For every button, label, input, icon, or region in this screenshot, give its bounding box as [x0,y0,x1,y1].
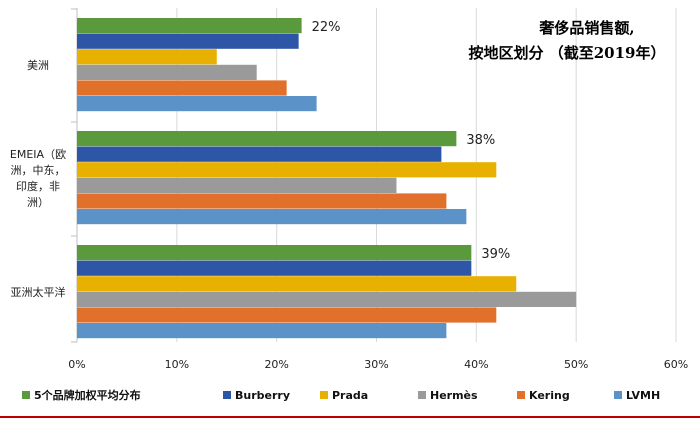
legend-item: Burberry [223,389,290,402]
legend-label: Burberry [235,389,290,402]
legend-label: LVMH [626,389,660,402]
legend-label: Prada [332,389,368,402]
bar [77,245,472,261]
x-tick-label: 30% [364,358,388,371]
category-label: 亚洲太平洋 [11,285,66,299]
x-tick-label: 60% [664,358,688,371]
legend-swatch [614,391,622,399]
chart-title: 奢侈品销售额, 按地区划分 （截至2019年） [469,19,666,62]
bar [77,323,447,339]
legend-swatch [517,391,525,399]
bar [77,18,302,34]
x-tick-label: 50% [564,358,588,371]
legend-label: Kering [529,389,570,402]
labels-layer: 0% 10% 20% 30% 40% 50% 60% 22% 美洲 38% EMEIA（欧洲，中东，… [10,20,688,371]
legend-swatch [22,391,30,399]
bar [77,307,497,323]
legend: 5个品牌加权平均分布 Burberry Prada Hermès Kering LVMH [22,388,660,402]
legend-item: 5个品牌加权平均分布 [22,388,141,402]
chart-title-line-2: 按地区划分 （截至2019年） [469,44,666,62]
x-tick-label: 0% [68,358,85,371]
x-tick-label: 10% [165,358,189,371]
legend-item: LVMH [614,389,660,402]
bar [77,291,577,307]
data-label: 22% [312,20,341,35]
bar [77,260,472,276]
bar [77,96,317,112]
bar [77,49,217,65]
legend-label: Hermès [430,389,478,402]
bar [77,162,497,178]
bar [77,276,517,292]
legend-label: 5个品牌加权平均分布 [34,388,141,402]
bars-layer [77,18,577,339]
category-label: EMEIA（欧洲，中东，印度，非洲） [10,148,66,209]
bar [77,209,467,225]
legend-swatch [418,391,426,399]
bar [77,131,457,147]
x-tick-label: 40% [464,358,488,371]
bar [77,64,257,80]
legend-item: Prada [320,389,368,402]
data-label: 39% [481,247,510,262]
bar [77,33,299,49]
legend-swatch [320,391,328,399]
category-label: 美洲 [27,59,49,72]
bar [77,193,447,209]
bar [77,80,287,96]
bar [77,177,397,193]
data-label: 38% [466,133,495,148]
bar [77,146,442,162]
chart-title-line-1: 奢侈品销售额, [538,19,634,37]
legend-item: Hermès [418,389,478,402]
legend-item: Kering [517,389,570,402]
legend-swatch [223,391,231,399]
x-tick-label: 20% [264,358,288,371]
